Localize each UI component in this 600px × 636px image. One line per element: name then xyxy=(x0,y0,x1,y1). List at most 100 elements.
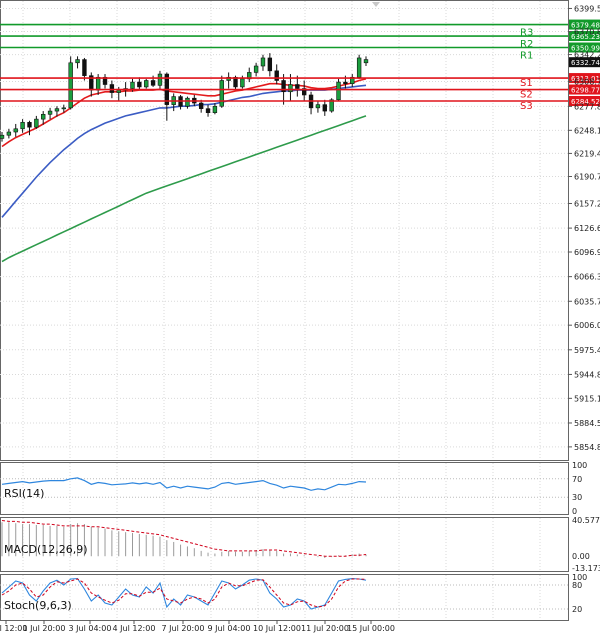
level-price-tag xyxy=(569,73,600,84)
candle-bear xyxy=(27,122,32,128)
candle-bear xyxy=(274,70,279,81)
stoch-k-line xyxy=(1,578,367,610)
candle-bull xyxy=(116,89,121,93)
time-tick-label: 11 Jul 20:00 xyxy=(301,624,349,633)
candle-bull xyxy=(288,84,293,93)
candle-bull xyxy=(130,81,135,89)
candle-bear xyxy=(322,104,327,112)
level-price-tag xyxy=(569,95,600,106)
candle-bull xyxy=(363,59,369,64)
price-tick-label: 6035.70 xyxy=(574,297,600,306)
level-price-tag-text: 6365.23 xyxy=(571,33,600,41)
price-tick-label: 6342.20 xyxy=(574,51,600,60)
price-tick-label: 5854.80 xyxy=(574,443,600,452)
level-label-s1: S1 xyxy=(520,78,533,89)
stoch-tick-label: 20 xyxy=(572,605,582,614)
candle-bull xyxy=(329,99,334,112)
price-tick-label: 6066.30 xyxy=(574,273,600,282)
time-tick-label: 1 Jul 20:00 xyxy=(23,624,66,633)
candle-bull xyxy=(212,105,218,113)
price-tick-label: 6308.70 xyxy=(574,78,600,87)
rsi-line xyxy=(1,477,367,491)
time-tick-label: 9 Jul 04:00 xyxy=(208,624,251,633)
macd-signal-line xyxy=(1,520,367,557)
candle-bull xyxy=(61,107,67,110)
stoch-tick-label: 80 xyxy=(572,581,582,590)
candle-bear xyxy=(301,88,307,96)
time-tick-label: 10 Jul 12:00 xyxy=(253,624,301,633)
candle-bull xyxy=(356,57,362,78)
candle-bear xyxy=(137,81,142,88)
candle-bull xyxy=(315,104,321,109)
time-tick-label: 15 Jul 00:00 xyxy=(347,624,395,633)
current-price-label: 6332.74 xyxy=(571,59,600,67)
candle-bull xyxy=(336,81,341,101)
stoch-pane-frame xyxy=(0,574,569,621)
stoch-d-line xyxy=(1,578,367,608)
price-tick-label: 6190.70 xyxy=(574,173,600,182)
current-price-tag xyxy=(569,57,600,68)
level-label-r3: R3 xyxy=(520,28,533,39)
level-label-r1: R1 xyxy=(520,50,533,61)
level-price-tag xyxy=(569,84,600,95)
candlestick-series xyxy=(0,53,369,142)
price-tick-label: 6126.60 xyxy=(574,224,600,233)
price-tick-label: 6096.90 xyxy=(574,248,600,257)
candle-bear xyxy=(281,80,286,93)
candle-bull xyxy=(20,122,25,130)
price-tick-label: 6277.80 xyxy=(574,102,600,111)
price-tick-label: 6219.40 xyxy=(574,149,600,158)
price-tick-label: 5944.80 xyxy=(574,370,600,379)
stoch-pane-label: Stoch(9,6,3) xyxy=(4,599,72,612)
scroll-marker-icon xyxy=(372,2,380,7)
level-label-s2: S2 xyxy=(520,90,533,101)
candle-bear xyxy=(205,108,211,113)
price-tick-label: 5975.40 xyxy=(574,346,600,355)
candle-bull xyxy=(247,72,252,80)
candle-bull xyxy=(6,131,12,136)
candle-bear xyxy=(82,59,87,76)
macd-pane-label: MACD(12,26,9) xyxy=(4,543,88,556)
macd-tick-label: 0.00 xyxy=(572,552,590,561)
candle-bull xyxy=(144,80,149,88)
candle-bear xyxy=(343,81,348,85)
price-tick-label: 6248.10 xyxy=(574,126,600,135)
candle-bull xyxy=(13,128,18,133)
candle-bear xyxy=(150,80,156,86)
candle-bull xyxy=(34,118,39,128)
rsi-pane-label: RSI(14) xyxy=(4,487,44,500)
level-label-s3: S3 xyxy=(520,101,533,112)
candle-bull xyxy=(260,57,266,67)
level-price-tag-text: 6298.77 xyxy=(571,87,600,95)
candle-bull xyxy=(47,110,53,115)
price-tick-label: 6006.00 xyxy=(574,321,600,330)
candle-bull xyxy=(240,78,245,88)
moving-average-line-3 xyxy=(1,115,367,263)
candle-bull xyxy=(0,134,5,139)
price-tick-label: 5915.10 xyxy=(574,394,600,403)
macd-tick-label: 40.577 xyxy=(572,516,600,525)
level-price-tag-text: 6350.99 xyxy=(571,44,600,52)
candle-bull xyxy=(219,80,224,107)
time-tick-label: 3 Jul 04:00 xyxy=(69,624,112,633)
candle-bear xyxy=(109,84,115,93)
rsi-pane-frame xyxy=(0,462,569,515)
candle-bear xyxy=(267,57,273,72)
time-tick-label: 2 Jul 12:00 xyxy=(0,624,27,633)
level-price-tag-text: 6313.01 xyxy=(571,75,600,83)
candle-bear xyxy=(198,102,204,109)
level-price-tag-text: 6379.48 xyxy=(571,22,600,30)
rsi-tick-label: 30 xyxy=(572,493,582,502)
candle-bull xyxy=(185,97,190,107)
level-price-tag xyxy=(569,31,600,42)
main-pane-frame xyxy=(0,0,569,461)
price-tick-label: 6370.80 xyxy=(574,28,600,37)
level-price-tag xyxy=(569,19,600,30)
time-tick-label: 4 Jul 12:00 xyxy=(113,624,156,633)
candle-bull xyxy=(157,73,163,86)
macd-pane-frame xyxy=(0,517,569,572)
rsi-tick-label: 100 xyxy=(572,461,587,470)
moving-average-line-1 xyxy=(1,78,367,148)
level-price-tag xyxy=(569,42,600,53)
